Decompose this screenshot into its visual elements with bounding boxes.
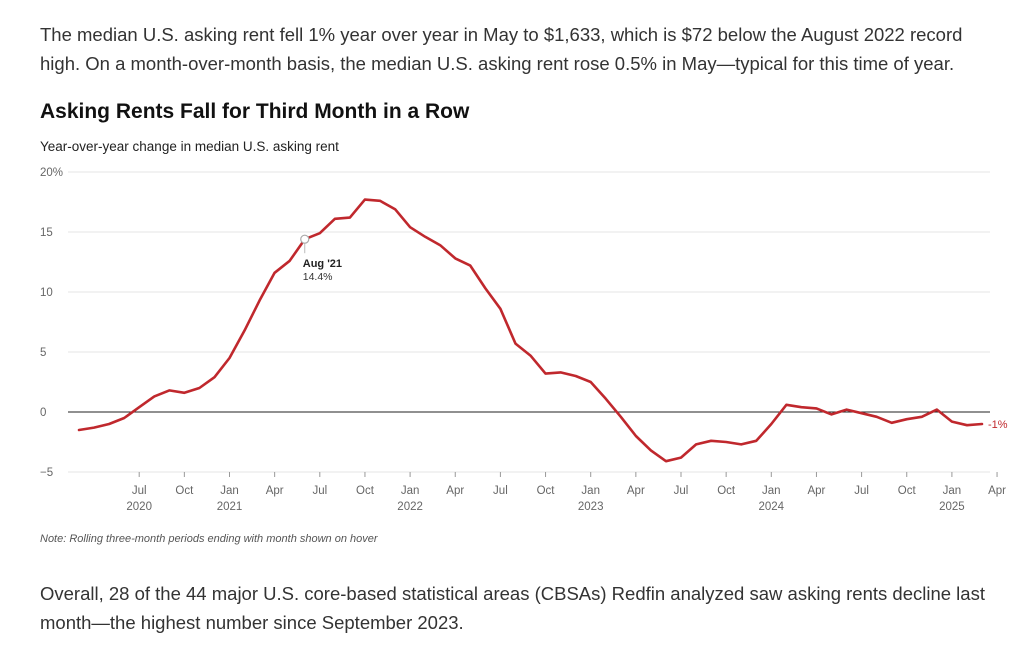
series-line[interactable]	[77, 198, 984, 463]
line-chart[interactable]: 20% 15 10 5 0 −5 Jul 2020 Oct Jan 2021 Apr Jul Oct Ja…	[0, 160, 1033, 530]
x-axis-ticks: Jul 2020 Oct Jan 2021 Apr Jul Oct Jan 2022 Apr Jul O…	[126, 472, 1006, 513]
annotation-label: Aug '21	[303, 258, 342, 270]
x-tick-label: Jan	[220, 485, 239, 497]
end-label-group: -1%	[988, 419, 1008, 431]
end-value-label: -1%	[988, 419, 1008, 431]
x-tick-label: Jul	[674, 485, 689, 497]
x-tick-label: Oct	[898, 485, 917, 497]
x-tick-label: Apr	[266, 485, 284, 497]
annotation-marker	[300, 234, 310, 244]
x-tick-label: Apr	[446, 485, 464, 497]
grid-lines	[68, 171, 990, 473]
x-tick-label: Apr	[807, 485, 825, 497]
x-tick-label: Oct	[717, 485, 736, 497]
y-tick-label: −5	[40, 467, 53, 479]
x-tick-label: Oct	[175, 485, 194, 497]
y-tick-label: 15	[40, 227, 53, 239]
x-tick-label: Jul	[854, 485, 869, 497]
x-year-label: 2023	[578, 501, 604, 513]
x-tick-label: Oct	[537, 485, 556, 497]
x-year-label: 2022	[397, 501, 423, 513]
x-year-label: 2024	[759, 501, 785, 513]
chart-subtitle: Year-over-year change in median U.S. ask…	[40, 139, 339, 154]
annotation-value: 14.4%	[303, 271, 333, 283]
y-tick-label: 20%	[40, 167, 63, 179]
x-tick-label: Jul	[312, 485, 327, 497]
x-tick-label: Jul	[132, 485, 147, 497]
intro-paragraph: The median U.S. asking rent fell 1% year…	[40, 24, 963, 74]
x-tick-label: Apr	[988, 485, 1006, 497]
x-tick-label: Jan	[762, 485, 781, 497]
chart-note: Note: Rolling three-month periods ending…	[40, 533, 378, 545]
x-tick-label: Oct	[356, 485, 375, 497]
x-year-label: 2021	[217, 501, 243, 513]
y-tick-label: 0	[40, 407, 46, 419]
outro-paragraph: Overall, 28 of the 44 major U.S. core-ba…	[40, 583, 985, 633]
chart-title: Asking Rents Fall for Third Month in a R…	[40, 100, 470, 123]
x-year-label: 2025	[939, 501, 965, 513]
x-year-label: 2020	[126, 501, 152, 513]
y-tick-label: 10	[40, 287, 53, 299]
x-tick-label: Jan	[943, 485, 962, 497]
y-axis-ticks: 20% 15 10 5 0 −5	[40, 167, 63, 479]
x-tick-label: Jul	[493, 485, 508, 497]
x-tick-label: Jan	[581, 485, 600, 497]
y-tick-label: 5	[40, 347, 46, 359]
x-tick-label: Apr	[627, 485, 645, 497]
x-tick-label: Jan	[401, 485, 420, 497]
